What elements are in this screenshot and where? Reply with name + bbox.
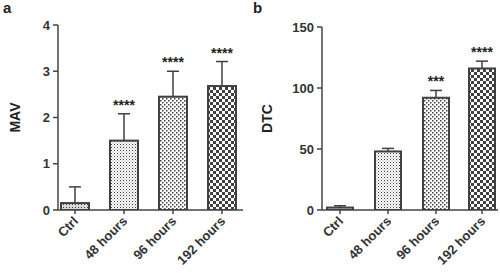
error-bar [382, 148, 394, 151]
x-axis [58, 209, 243, 211]
tick-label: 150 [292, 20, 314, 35]
chart-root: aMAV************01234Ctrl48 hours96 hour… [0, 0, 500, 273]
significance: *** [428, 73, 445, 89]
tick [317, 209, 322, 211]
error-cap [430, 90, 442, 92]
significance: **** [113, 97, 135, 113]
tick-label: 2 [43, 110, 50, 125]
x-tick [481, 210, 483, 214]
category-label: Ctrl [55, 214, 81, 240]
category-label: Ctrl [320, 214, 346, 240]
significance: **** [211, 45, 233, 61]
tick [53, 24, 58, 26]
error-bar [167, 71, 179, 96]
error-cap [334, 205, 346, 207]
error-bar [334, 206, 346, 208]
error-bar [118, 114, 130, 141]
x-tick [339, 210, 341, 214]
panel-label: b [253, 0, 262, 16]
significance: **** [162, 54, 184, 70]
axis-label: DTC [259, 104, 275, 133]
tick-label: 0 [307, 203, 314, 218]
tick-label: 4 [43, 18, 51, 33]
error-line [481, 61, 483, 68]
error-bar [69, 187, 81, 203]
error-cap [382, 148, 394, 150]
error-line [74, 187, 76, 203]
tick-label: 50 [300, 142, 314, 157]
tick [53, 71, 58, 73]
tick-label: 0 [43, 203, 50, 218]
x-tick [387, 210, 389, 214]
error-line [123, 114, 125, 141]
bar [208, 86, 236, 210]
error-cap [167, 71, 179, 73]
category-label: 192 hours [434, 214, 488, 268]
panel-label: a [3, 0, 12, 16]
x-tick [221, 210, 223, 214]
error-cap [69, 186, 81, 188]
x-tick [435, 210, 437, 214]
bar [375, 151, 401, 210]
bar [423, 98, 449, 210]
tick [53, 209, 58, 211]
tick [53, 163, 58, 165]
bar [61, 203, 89, 210]
tick [317, 148, 322, 150]
error-cap [216, 61, 228, 63]
tick [317, 26, 322, 28]
x-tick [123, 210, 125, 214]
x-tick [172, 210, 174, 214]
error-line [435, 90, 437, 97]
bars [61, 62, 236, 210]
bars [327, 61, 495, 210]
tick [53, 117, 58, 119]
bar [110, 141, 138, 210]
x-tick [74, 210, 76, 214]
x-axis [322, 209, 498, 211]
error-cap [118, 113, 130, 115]
tick-label: 100 [292, 81, 314, 96]
panel: bDTC*******050100150Ctrl48 hours96 hours… [253, 0, 498, 268]
error-cap [476, 60, 488, 62]
error-bar [216, 62, 228, 87]
tick-label: 3 [43, 64, 50, 79]
error-line [221, 62, 223, 87]
significance: **** [471, 44, 493, 60]
bar [469, 68, 495, 210]
error-line [172, 71, 174, 96]
category-label: 192 hours [174, 214, 228, 268]
y-axis [321, 27, 323, 210]
bar [159, 97, 187, 210]
category-label: 96 hours [130, 214, 179, 263]
category-label: 48 hours [81, 214, 130, 263]
tick [317, 87, 322, 89]
axis-label: MAV [7, 102, 23, 133]
error-bar [430, 90, 442, 97]
tick-label: 1 [43, 156, 50, 171]
category-label: 48 hours [345, 214, 394, 263]
panel: a MAV **** **** **** 0 1 2 3 4 Ctrl48 hours96 hour… [3, 0, 243, 268]
error-bar [476, 61, 488, 68]
